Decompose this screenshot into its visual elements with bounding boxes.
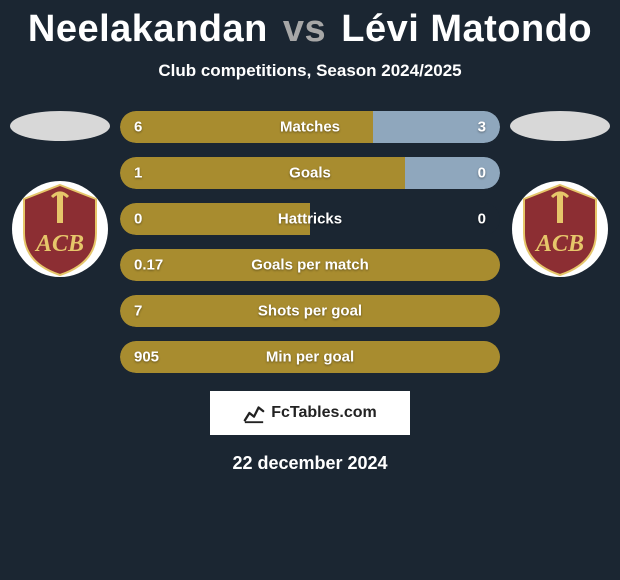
stat-row: 6 3 Matches bbox=[120, 111, 500, 143]
svg-text:ACB: ACB bbox=[34, 231, 84, 257]
stat-value-p2: 0 bbox=[478, 165, 486, 182]
stat-value-p1: 1 bbox=[134, 165, 142, 182]
stat-value-p1: 0 bbox=[134, 211, 142, 228]
stat-row: 905 Min per goal bbox=[120, 341, 500, 373]
subtitle: Club competitions, Season 2024/2025 bbox=[0, 61, 620, 81]
stat-label: Matches bbox=[280, 119, 340, 136]
stat-row: 7 Shots per goal bbox=[120, 295, 500, 327]
player2-name: Lévi Matondo bbox=[341, 8, 592, 50]
stat-label: Goals bbox=[289, 165, 331, 182]
comparison-title: Neelakandan vs Lévi Matondo bbox=[0, 0, 620, 51]
stat-value-p1: 0.17 bbox=[134, 257, 163, 274]
right-ellipse bbox=[510, 111, 610, 141]
chart-icon bbox=[243, 402, 265, 424]
chart-area: ACB ACB 6 3 Matches 1 0 Goals 0 0 Hattricks 0.17 G… bbox=[0, 111, 620, 373]
stat-row: 0 0 Hattricks bbox=[120, 203, 500, 235]
player1-name: Neelakandan bbox=[28, 8, 268, 50]
attribution-badge: FcTables.com bbox=[210, 391, 410, 435]
stat-value-p1: 7 bbox=[134, 303, 142, 320]
stat-label: Goals per match bbox=[251, 257, 369, 274]
svg-text:ACB: ACB bbox=[534, 231, 584, 257]
stat-value-p1: 6 bbox=[134, 119, 142, 136]
stat-label: Min per goal bbox=[266, 349, 354, 366]
player2-club-badge: ACB bbox=[510, 179, 610, 279]
stat-value-p2: 3 bbox=[478, 119, 486, 136]
stat-label: Shots per goal bbox=[258, 303, 362, 320]
stat-row: 0.17 Goals per match bbox=[120, 249, 500, 281]
left-ellipse bbox=[10, 111, 110, 141]
stat-row: 1 0 Goals bbox=[120, 157, 500, 189]
attribution-text: FcTables.com bbox=[271, 404, 377, 422]
vs-text: vs bbox=[283, 8, 326, 50]
stat-label: Hattricks bbox=[278, 211, 342, 228]
stat-rows: 6 3 Matches 1 0 Goals 0 0 Hattricks 0.17 Goals per… bbox=[120, 111, 500, 373]
bar-fill-p1 bbox=[120, 157, 405, 189]
stat-value-p1: 905 bbox=[134, 349, 159, 366]
player1-club-badge: ACB bbox=[10, 179, 110, 279]
stat-value-p2: 0 bbox=[478, 211, 486, 228]
date-text: 22 december 2024 bbox=[0, 453, 620, 474]
